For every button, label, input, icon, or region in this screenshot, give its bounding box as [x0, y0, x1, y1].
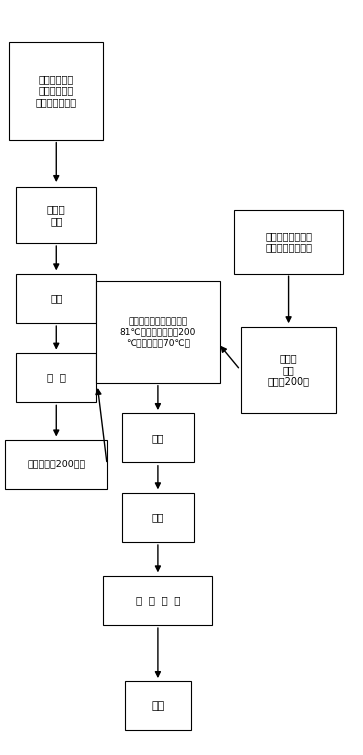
FancyBboxPatch shape	[103, 575, 212, 625]
Text: 喷雾干燥（一次进风温度
81℃，二次进风温度200
℃，出风温度70℃）: 喷雾干燥（一次进风温度 81℃，二次进风温度200 ℃，出风温度70℃）	[120, 317, 196, 347]
FancyBboxPatch shape	[16, 187, 96, 243]
Text: 熟  化: 熟 化	[47, 372, 66, 383]
Text: 胶体磨
粉碎
细度：200目: 胶体磨 粉碎 细度：200目	[268, 353, 310, 387]
FancyBboxPatch shape	[241, 326, 336, 414]
Text: 计量、
粉碎: 计量、 粉碎	[47, 205, 66, 226]
FancyBboxPatch shape	[16, 353, 96, 402]
FancyBboxPatch shape	[122, 414, 194, 462]
Text: 进口鱼粉、豆
粕、豆油、氨
基酸、矿、面粉: 进口鱼粉、豆 粕、豆油、氨 基酸、矿、面粉	[36, 74, 77, 107]
FancyBboxPatch shape	[125, 681, 191, 731]
Text: 超微粉碎（200目）: 超微粉碎（200目）	[27, 460, 85, 469]
Text: 筛分: 筛分	[152, 512, 164, 522]
Text: 冷却: 冷却	[152, 433, 164, 443]
Text: 包装: 包装	[151, 701, 164, 711]
FancyBboxPatch shape	[16, 274, 96, 323]
FancyBboxPatch shape	[122, 493, 194, 542]
Text: 二  次  包  裹: 二 次 包 裹	[136, 595, 180, 606]
FancyBboxPatch shape	[234, 209, 343, 273]
FancyBboxPatch shape	[96, 281, 220, 383]
FancyBboxPatch shape	[5, 439, 107, 489]
Text: 混合: 混合	[50, 293, 62, 304]
Text: 磷脂酰、角油、维
生素、卵磷脂、水: 磷脂酰、角油、维 生素、卵磷脂、水	[265, 231, 312, 252]
FancyBboxPatch shape	[9, 42, 103, 140]
